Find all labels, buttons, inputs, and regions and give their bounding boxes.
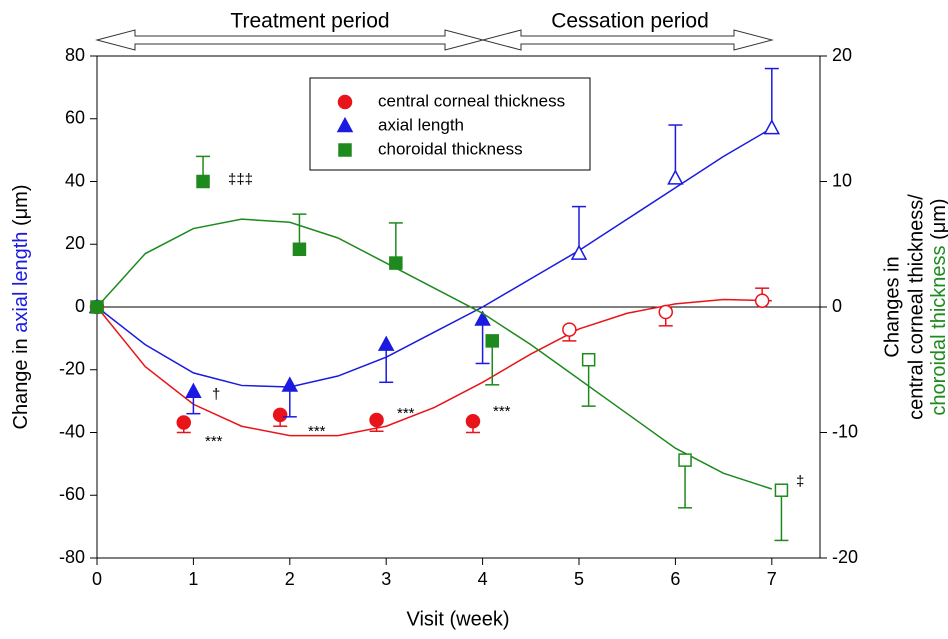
y-tick-label: 60 [65, 108, 85, 128]
y-axis-label: Change in axial length (μm) [10, 185, 32, 430]
y-label-part: axial length [10, 232, 32, 333]
y2-tick-label: 10 [832, 170, 852, 190]
y2-axis-label: Changes in [881, 256, 903, 357]
marker [562, 322, 577, 337]
x-tick-label: 3 [381, 569, 391, 589]
y-tick-label: -40 [59, 421, 85, 441]
legend-label: axial length [378, 115, 464, 134]
fit-line [96, 218, 773, 490]
legend-box [309, 77, 591, 171]
marker [90, 300, 104, 314]
y2-axis-label: central corneal thickness/ [905, 194, 927, 420]
y-tick-label: 40 [65, 170, 85, 190]
marker [678, 453, 692, 467]
legend-label: choroidal thickness [378, 139, 523, 158]
marker [658, 304, 674, 320]
marker [377, 335, 395, 351]
y2-label-part: choroidal thickness [928, 245, 948, 415]
x-tick-label: 4 [478, 569, 488, 589]
y-tick-label: 20 [65, 233, 85, 253]
x-tick-label: 7 [767, 569, 777, 589]
annotation: *** [308, 423, 326, 440]
annotation: † [212, 386, 220, 403]
marker [389, 256, 403, 270]
marker [281, 376, 299, 392]
annotation: *** [205, 433, 223, 450]
y-label-part: (μm) [10, 185, 32, 232]
y-tick-label: -20 [59, 359, 85, 379]
x-tick-label: 0 [92, 569, 102, 589]
marker [337, 94, 353, 110]
fit-line [96, 298, 772, 437]
marker [185, 382, 202, 398]
y-tick-label: 0 [75, 296, 85, 316]
marker [485, 334, 499, 348]
x-tick-label: 2 [285, 569, 295, 589]
period-label: Treatment period [230, 10, 389, 33]
annotation: ‡ [796, 473, 804, 490]
y-tick-label: -60 [59, 484, 85, 504]
annotation: *** [493, 403, 511, 420]
annotation: ‡‡‡ [228, 171, 253, 188]
marker [465, 413, 481, 429]
y2-tick-label: -20 [832, 547, 858, 567]
marker [176, 415, 192, 430]
marker [763, 119, 781, 135]
y2-axis-label: choroidal thickness (μm) [928, 198, 948, 415]
marker [369, 412, 384, 428]
period-arrows [95, 29, 774, 51]
marker [570, 244, 588, 260]
y-tick-label: 80 [65, 45, 85, 65]
marker [336, 116, 354, 133]
marker [196, 174, 210, 189]
period-label: Cessation period [551, 10, 709, 33]
marker [474, 310, 491, 326]
y2-tick-label: 20 [832, 45, 852, 65]
marker [667, 169, 684, 185]
y2-tick-label: 0 [832, 296, 842, 316]
y-tick-label: -80 [59, 547, 85, 567]
marker [754, 293, 770, 308]
fit-line [96, 127, 773, 388]
x-tick-label: 6 [670, 569, 680, 589]
y2-label-part: (μm) [928, 198, 948, 245]
marker [581, 352, 596, 367]
y2-tick-label: -10 [832, 421, 858, 441]
annotation: *** [397, 405, 415, 422]
marker [272, 407, 288, 423]
marker [292, 242, 307, 257]
x-tick-label: 5 [574, 569, 584, 589]
y-label-part: Change in [10, 333, 32, 430]
marker [338, 143, 352, 157]
x-axis-label: Visit (week) [407, 608, 510, 630]
legend-label: central corneal thickness [378, 91, 565, 110]
marker [774, 483, 789, 497]
x-tick-label: 1 [188, 569, 198, 589]
